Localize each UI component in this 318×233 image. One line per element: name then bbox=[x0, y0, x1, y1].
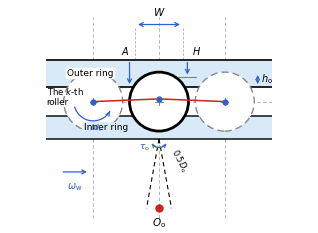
Bar bbox=[41, 116, 277, 139]
Bar bbox=[41, 60, 277, 87]
Text: $A$: $A$ bbox=[121, 45, 130, 57]
Circle shape bbox=[64, 72, 123, 131]
Text: $W$: $W$ bbox=[153, 6, 165, 18]
Circle shape bbox=[195, 72, 254, 131]
Text: $0.5D_{\rm o}$: $0.5D_{\rm o}$ bbox=[168, 147, 190, 175]
Text: $\omega_{\rm w}$: $\omega_{\rm w}$ bbox=[67, 181, 83, 193]
Text: The $k$-th: The $k$-th bbox=[47, 86, 84, 97]
Circle shape bbox=[129, 72, 189, 131]
Text: Outer ring: Outer ring bbox=[66, 69, 113, 78]
Text: $h_{\rm o}$: $h_{\rm o}$ bbox=[261, 73, 273, 86]
Text: $\omega_{\rm r}$: $\omega_{\rm r}$ bbox=[90, 122, 103, 134]
Bar bbox=[41, 87, 277, 116]
Text: $\tau_{\rm o}$: $\tau_{\rm o}$ bbox=[139, 143, 150, 153]
Text: roller: roller bbox=[47, 98, 69, 107]
Text: $H$: $H$ bbox=[192, 45, 201, 57]
Text: $O_{\rm o}$: $O_{\rm o}$ bbox=[152, 216, 166, 230]
Text: Inner ring: Inner ring bbox=[84, 123, 128, 132]
